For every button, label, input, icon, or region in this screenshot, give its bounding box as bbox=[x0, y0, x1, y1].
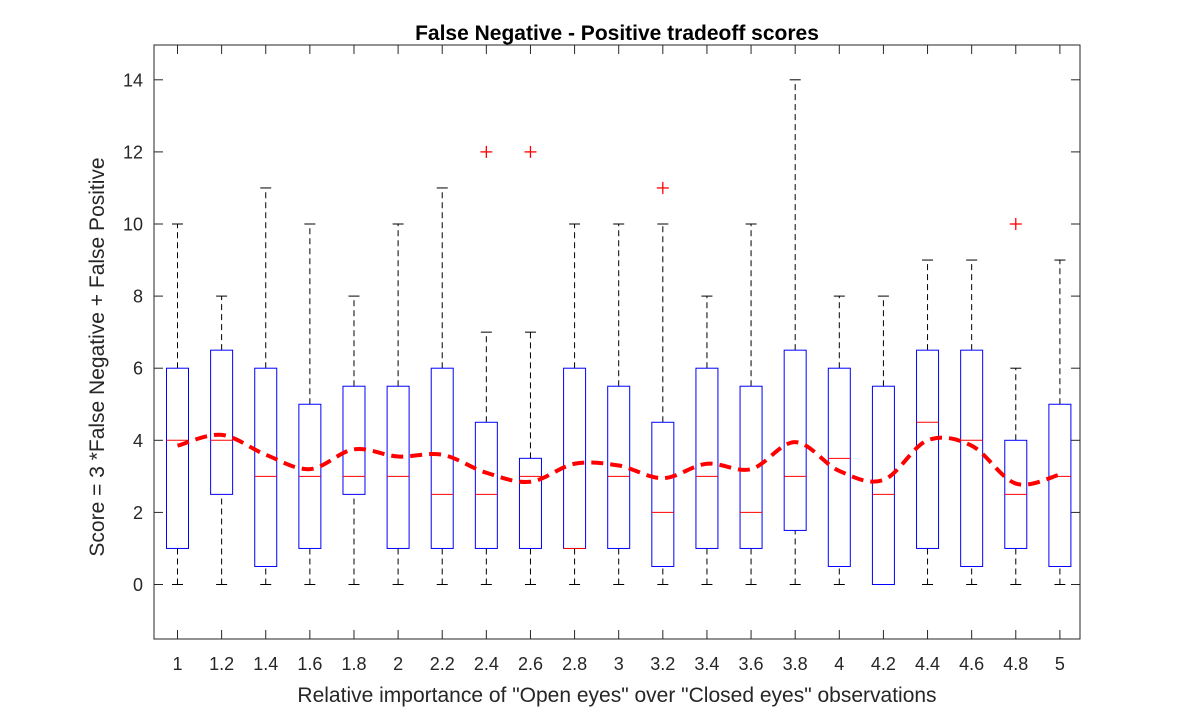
box bbox=[783, 349, 807, 531]
x-tick-label: 3.6 bbox=[739, 654, 764, 674]
box bbox=[960, 349, 984, 567]
y-tick-label: 0 bbox=[133, 575, 143, 595]
y-tick-label: 4 bbox=[133, 431, 143, 451]
box bbox=[386, 385, 410, 549]
y-tick-label: 6 bbox=[133, 359, 143, 379]
x-axis-label: Relative importance of "Open eyes" over … bbox=[297, 684, 937, 707]
box bbox=[254, 367, 278, 567]
medians-layer bbox=[166, 421, 1071, 549]
box bbox=[563, 367, 587, 549]
x-tick-label: 3.2 bbox=[650, 654, 675, 674]
chart-title: False Negative - Positive tradeoff score… bbox=[415, 22, 819, 45]
box bbox=[1048, 403, 1072, 567]
x-tick-label: 3.8 bbox=[783, 654, 808, 674]
x-tick-label: 1.4 bbox=[253, 654, 278, 674]
outlier-marker bbox=[1009, 218, 1022, 230]
y-tick-label: 10 bbox=[123, 215, 143, 235]
mean-line-layer bbox=[176, 432, 1061, 487]
outlier-marker bbox=[524, 145, 537, 158]
x-tick-label: 3 bbox=[614, 654, 624, 674]
y-axis-label: Score = 3 *False Negative + False Positi… bbox=[86, 157, 109, 557]
box bbox=[651, 421, 675, 567]
x-tick-label: 2 bbox=[393, 654, 403, 674]
y-tick-label: 8 bbox=[133, 287, 143, 307]
box bbox=[695, 367, 719, 549]
x-tick-label: 4.6 bbox=[959, 654, 984, 674]
x-tick-label: 3.4 bbox=[694, 654, 719, 674]
x-tick-label: 4.8 bbox=[1003, 654, 1028, 674]
y-tick-label: 12 bbox=[123, 142, 143, 162]
outliers-layer bbox=[480, 145, 1022, 230]
box bbox=[871, 385, 895, 585]
x-tick-label: 2.2 bbox=[430, 654, 455, 674]
axes-layer bbox=[153, 44, 1081, 640]
x-tick-label: 5 bbox=[1055, 654, 1065, 674]
x-ticks-layer: 1 1.2 1.4 1.6 1.8 2 2.2 2.4 2.6 2.8 3 3.2 3.4 3.6 3.8 4… bbox=[172, 45, 1065, 674]
x-tick-label: 1 bbox=[172, 654, 182, 674]
box bbox=[518, 457, 542, 549]
x-tick-label: 2.4 bbox=[474, 654, 499, 674]
x-tick-label: 4.2 bbox=[871, 654, 896, 674]
box bbox=[827, 367, 851, 567]
box bbox=[474, 421, 498, 549]
box bbox=[210, 349, 234, 495]
box bbox=[166, 367, 189, 549]
outlier-marker bbox=[656, 181, 669, 194]
y-tick-label: 14 bbox=[123, 70, 143, 90]
x-tick-label: 1.6 bbox=[297, 654, 322, 674]
y-ticks-layer: 0 2 4 6 8 10 12 14 bbox=[123, 70, 1080, 595]
outlier-marker bbox=[480, 145, 493, 158]
box bbox=[916, 349, 940, 549]
plot-frame bbox=[153, 44, 1081, 640]
box bbox=[342, 385, 366, 495]
x-tick-label: 2.8 bbox=[562, 654, 587, 674]
mean-line bbox=[176, 432, 1061, 487]
x-tick-label: 2.6 bbox=[518, 654, 543, 674]
box bbox=[739, 385, 763, 549]
x-tick-label: 1.8 bbox=[341, 654, 366, 674]
x-tick-label: 4 bbox=[834, 654, 844, 674]
y-tick-label: 2 bbox=[133, 503, 143, 523]
x-tick-label: 4.4 bbox=[915, 654, 940, 674]
x-tick-label: 1.2 bbox=[209, 654, 234, 674]
whiskers-layer bbox=[172, 79, 1066, 585]
